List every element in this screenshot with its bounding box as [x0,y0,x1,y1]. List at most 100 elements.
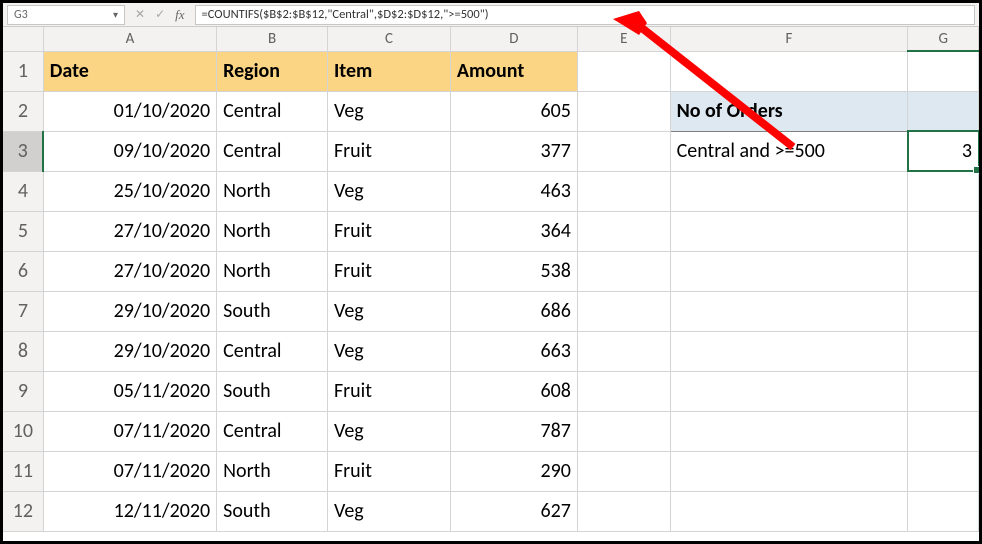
cell-B8[interactable]: Central [217,331,328,371]
cell-B6[interactable]: North [217,251,328,291]
cell-E3[interactable] [577,131,670,171]
cell-C12[interactable]: Veg [327,491,450,531]
grid[interactable]: A B C D E F G 1DateRegionItemAmount 201/1… [3,27,979,532]
cell-D12[interactable]: 627 [450,491,577,531]
cell-G11[interactable] [908,451,979,491]
cell-C3[interactable]: Fruit [327,131,450,171]
col-header-G[interactable]: G [908,27,979,51]
name-box-dropdown-icon[interactable]: ▾ [113,8,118,21]
cell-F10[interactable] [670,411,908,451]
cell-F8[interactable] [670,331,908,371]
cancel-icon[interactable]: ✕ [135,7,145,22]
cell-G4[interactable] [908,171,979,211]
cell-B2[interactable]: Central [217,91,328,131]
cell-E4[interactable] [577,171,670,211]
cell-A10[interactable]: 07/11/2020 [43,411,216,451]
col-header-B[interactable]: B [217,27,328,51]
row-header-7[interactable]: 7 [3,291,43,331]
cell-B4[interactable]: North [217,171,328,211]
cell-A3[interactable]: 09/10/2020 [43,131,216,171]
cell-C9[interactable]: Fruit [327,371,450,411]
cell-C6[interactable]: Fruit [327,251,450,291]
row-header-9[interactable]: 9 [3,371,43,411]
cell-C2[interactable]: Veg [327,91,450,131]
row-header-11[interactable]: 11 [3,451,43,491]
cell-C7[interactable]: Veg [327,291,450,331]
cell-G12[interactable] [908,491,979,531]
cell-B10[interactable]: Central [217,411,328,451]
cell-A6[interactable]: 27/10/2020 [43,251,216,291]
cell-G8[interactable] [908,331,979,371]
row-header-5[interactable]: 5 [3,211,43,251]
cell-F5[interactable] [670,211,908,251]
cell-C10[interactable]: Veg [327,411,450,451]
cell-G3[interactable]: 3 [908,131,979,171]
cell-F6[interactable] [670,251,908,291]
cell-A9[interactable]: 05/11/2020 [43,371,216,411]
cell-F1[interactable] [670,51,908,91]
fx-icon[interactable]: fx [175,7,184,23]
cell-B5[interactable]: North [217,211,328,251]
cell-F3[interactable]: Central and >=500 [670,131,908,171]
row-header-10[interactable]: 10 [3,411,43,451]
cell-A12[interactable]: 12/11/2020 [43,491,216,531]
cell-E6[interactable] [577,251,670,291]
cell-D9[interactable]: 608 [450,371,577,411]
cell-A2[interactable]: 01/10/2020 [43,91,216,131]
cell-F12[interactable] [670,491,908,531]
cell-E7[interactable] [577,291,670,331]
cell-D8[interactable]: 663 [450,331,577,371]
col-header-F[interactable]: F [670,27,908,51]
name-box[interactable]: G3 ▾ [7,5,125,25]
cell-A1[interactable]: Date [43,51,216,91]
cell-B9[interactable]: South [217,371,328,411]
formula-input[interactable]: =COUNTIFS($B$2:$B$12,"Central",$D$2:$D$1… [195,5,975,25]
col-header-D[interactable]: D [450,27,577,51]
cell-A8[interactable]: 29/10/2020 [43,331,216,371]
col-header-C[interactable]: C [327,27,450,51]
col-header-A[interactable]: A [43,27,216,51]
row-header-3[interactable]: 3 [3,131,43,171]
select-all-corner[interactable] [3,27,43,51]
cell-F4[interactable] [670,171,908,211]
cell-G2[interactable] [908,91,979,131]
cell-A7[interactable]: 29/10/2020 [43,291,216,331]
row-header-4[interactable]: 4 [3,171,43,211]
cell-D4[interactable]: 463 [450,171,577,211]
cell-G1[interactable] [908,51,979,91]
cell-B12[interactable]: South [217,491,328,531]
cell-A4[interactable]: 25/10/2020 [43,171,216,211]
col-header-E[interactable]: E [577,27,670,51]
cell-B7[interactable]: South [217,291,328,331]
cell-G7[interactable] [908,291,979,331]
cell-F9[interactable] [670,371,908,411]
cell-E2[interactable] [577,91,670,131]
cell-C4[interactable]: Veg [327,171,450,211]
cell-D5[interactable]: 364 [450,211,577,251]
row-header-6[interactable]: 6 [3,251,43,291]
cell-A5[interactable]: 27/10/2020 [43,211,216,251]
cell-C11[interactable]: Fruit [327,451,450,491]
cell-G9[interactable] [908,371,979,411]
cell-B3[interactable]: Central [217,131,328,171]
cell-G10[interactable] [908,411,979,451]
cell-B1[interactable]: Region [217,51,328,91]
row-header-12[interactable]: 12 [3,491,43,531]
cell-D6[interactable]: 538 [450,251,577,291]
cell-F2[interactable]: No of Orders [670,91,908,131]
cell-A11[interactable]: 07/11/2020 [43,451,216,491]
cell-E10[interactable] [577,411,670,451]
cell-D10[interactable]: 787 [450,411,577,451]
row-header-2[interactable]: 2 [3,91,43,131]
cell-D7[interactable]: 686 [450,291,577,331]
cell-E12[interactable] [577,491,670,531]
cell-B11[interactable]: North [217,451,328,491]
cell-D3[interactable]: 377 [450,131,577,171]
cell-D1[interactable]: Amount [450,51,577,91]
cell-E8[interactable] [577,331,670,371]
cell-C1[interactable]: Item [327,51,450,91]
cell-D11[interactable]: 290 [450,451,577,491]
spreadsheet[interactable]: A B C D E F G 1DateRegionItemAmount 201/1… [3,27,979,541]
row-header-1[interactable]: 1 [3,51,43,91]
cell-C8[interactable]: Veg [327,331,450,371]
